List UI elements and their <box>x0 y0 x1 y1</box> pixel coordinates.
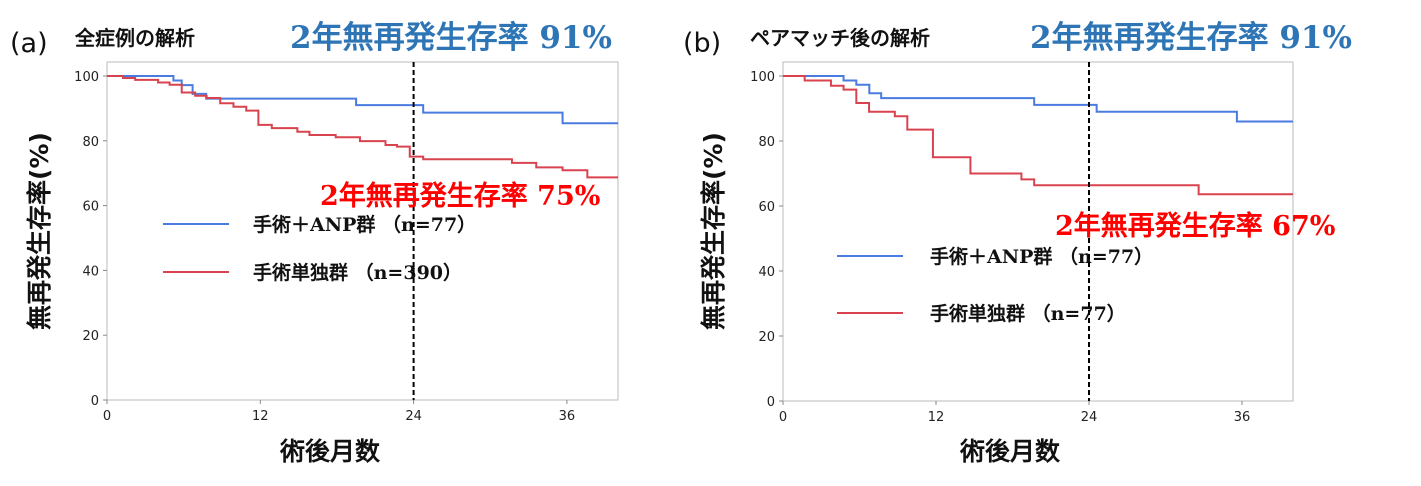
y-tick-label: 40 <box>758 265 775 280</box>
chart-panel-b: 0 20 40 60 80 100 0 12 24 36 手術＋ANP群 （n=77） 手術単独群 （… <box>683 20 1352 466</box>
y-tick-label: 0 <box>767 395 775 410</box>
x-tick-label: 12 <box>928 410 945 425</box>
series-line-anp <box>107 75 618 125</box>
plot-frame <box>782 61 1294 402</box>
y-tick-label: 20 <box>82 329 99 344</box>
legend-label: 手術単独群 （n=77） <box>930 302 1126 325</box>
y-tick-label: 100 <box>74 70 99 85</box>
y-tick-label: 80 <box>758 135 775 150</box>
y-tick-label: 100 <box>750 70 775 85</box>
x-axis-label: 術後月数 <box>279 437 381 466</box>
series-line-surgery-only <box>783 75 1293 196</box>
x-tick-label: 0 <box>779 410 787 425</box>
x-axis-label: 術後月数 <box>959 437 1061 466</box>
y-axis-label: 無再発生存率(%) <box>25 132 54 330</box>
annotation-surgery-only-rate: 2年無再発生存率 67% <box>1055 210 1335 242</box>
chart-panel-a: 0 20 40 60 80 100 0 12 24 36 手術＋ANP群 （n=77） 手術単独群 （… <box>10 20 619 466</box>
legend-label: 手術＋ANP群 （n=77） <box>930 245 1153 268</box>
headline-anp-rate: 2年無再発生存率 91% <box>290 20 612 56</box>
x-tick-label: 24 <box>405 409 422 424</box>
y-tick-label: 80 <box>82 135 99 150</box>
x-tick-label: 12 <box>252 409 269 424</box>
y-tick-label: 20 <box>758 330 775 345</box>
panel-label: (a) <box>10 28 48 59</box>
x-tick-label: 24 <box>1081 410 1098 425</box>
headline-anp-rate: 2年無再発生存率 91% <box>1030 20 1352 56</box>
y-axis-label: 無再発生存率(%) <box>699 132 728 330</box>
legend-label: 手術単独群 （n=390） <box>253 261 462 284</box>
panel-subtitle: ペアマッチ後の解析 <box>750 26 930 50</box>
annotation-surgery-only-rate: 2年無再発生存率 75% <box>320 180 600 212</box>
x-tick-label: 0 <box>103 409 111 424</box>
plot-frame <box>106 61 619 401</box>
y-tick-label: 60 <box>758 200 775 215</box>
x-tick-label: 36 <box>559 409 576 424</box>
series-line-anp <box>783 75 1293 123</box>
x-tick-label: 36 <box>1234 410 1251 425</box>
y-tick-label: 40 <box>82 264 99 279</box>
legend-label: 手術＋ANP群 （n=77） <box>253 213 476 236</box>
y-tick-label: 60 <box>82 200 99 215</box>
panel-subtitle: 全症例の解析 <box>74 26 195 50</box>
y-tick-label: 0 <box>91 394 99 409</box>
panel-label: (b) <box>683 28 721 59</box>
series-line-surgery-only <box>107 75 618 179</box>
